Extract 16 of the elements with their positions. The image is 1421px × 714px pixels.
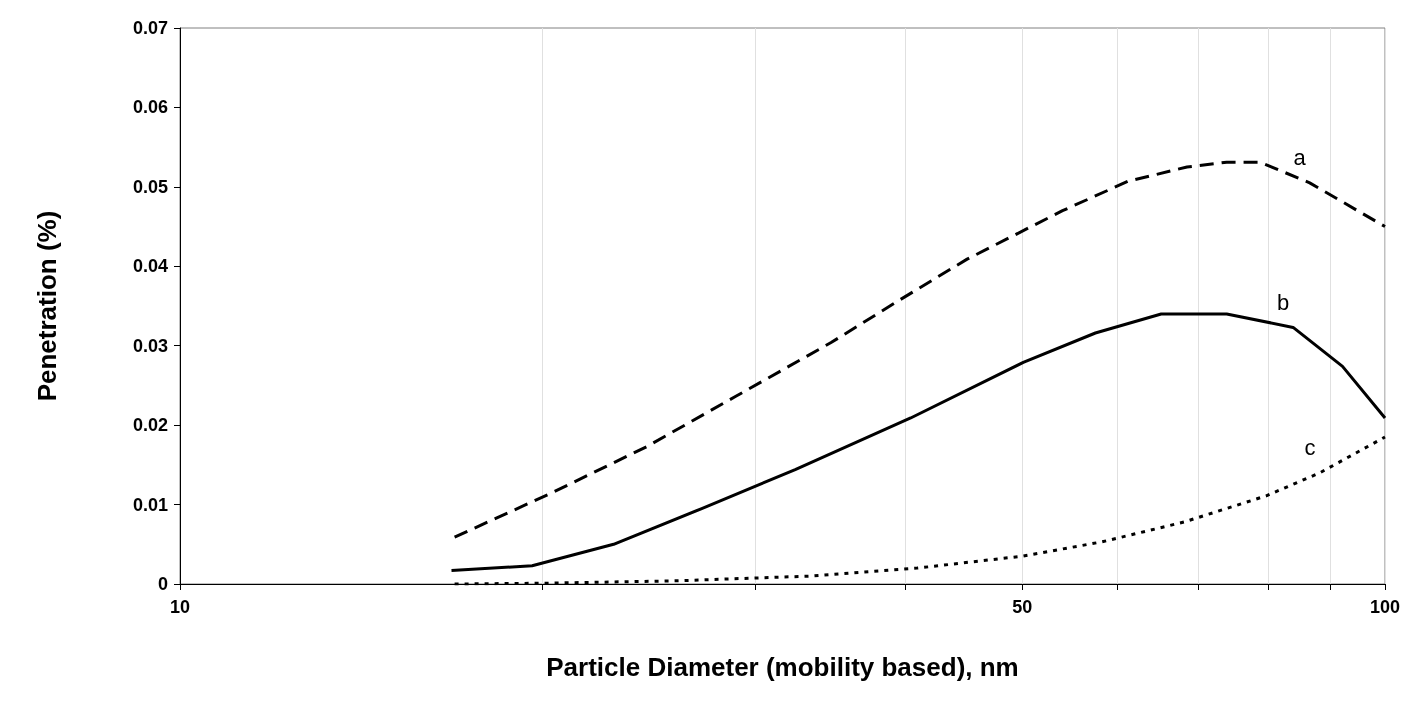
series-label: a (1293, 145, 1307, 171)
y-tick-label: 0.07 (132, 18, 168, 38)
y-tick-label: 0.02 (132, 415, 168, 436)
y-axis-title: Penetration (%) (32, 210, 62, 402)
y-tick-label: 0.01 (132, 494, 168, 515)
x-tick-label: 50 (1012, 597, 1033, 617)
x-axis-title: Particle Diameter (mobility based), nm (546, 652, 1019, 682)
x-tick-label: 100 (1369, 597, 1401, 617)
y-tick-label: 0.05 (132, 176, 168, 197)
series-label: c (1304, 435, 1316, 461)
y-tick-label: 0 (157, 574, 168, 594)
y-tick-label: 0.06 (132, 97, 168, 118)
y-tick-label: 0.03 (132, 335, 168, 356)
series-label: b (1277, 289, 1290, 315)
y-tick-label: 0.04 (132, 256, 168, 277)
x-tick-label: 10 (169, 597, 191, 617)
